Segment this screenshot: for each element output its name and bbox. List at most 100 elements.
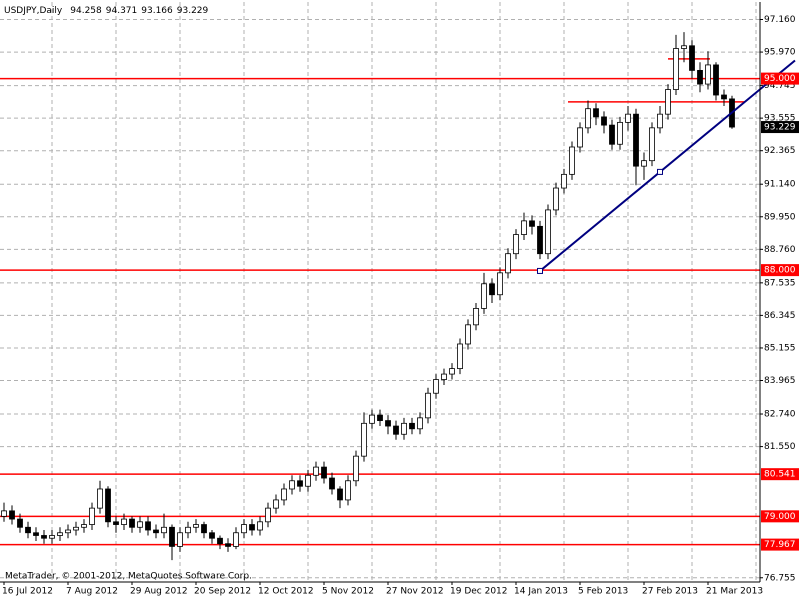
candle-body [241, 524, 247, 534]
candle-body [121, 518, 127, 525]
candle-body [377, 414, 383, 421]
level-label-box [761, 72, 799, 85]
candle-body [601, 116, 607, 126]
candle-body [593, 108, 599, 118]
candle-body [529, 220, 535, 227]
candle-body [265, 507, 271, 523]
y-tick-label: 92.365 [764, 146, 796, 156]
x-tick-label: 16 Jul 2012 [2, 587, 53, 597]
y-tick-label: 88.760 [764, 245, 796, 255]
candle-body [449, 368, 455, 375]
candle-body [569, 146, 575, 175]
candle-body [41, 535, 47, 539]
candle-body [489, 283, 495, 296]
candle-body [9, 510, 15, 520]
candle-body [177, 532, 183, 547]
level-label-box [761, 468, 799, 481]
x-tick-label: 20 Sep 2012 [194, 587, 251, 597]
candle-body [161, 526, 167, 534]
candle-body [97, 488, 103, 509]
candle-body [537, 225, 543, 255]
candle-body [457, 343, 463, 370]
high-value: 94.371 [106, 6, 138, 16]
candle-body [289, 480, 295, 490]
candle-body [297, 480, 303, 487]
y-tick-label: 89.950 [764, 212, 796, 222]
open-value: 94.258 [70, 6, 102, 16]
candle-body [585, 108, 591, 129]
candle-body [649, 127, 655, 162]
y-tick-label: 93.555 [764, 114, 796, 124]
candle-body [89, 507, 95, 525]
candle-body [641, 160, 647, 167]
y-tick-label: 82.740 [764, 410, 796, 420]
x-tick-label: 27 Nov 2012 [386, 587, 444, 597]
candle-body [201, 524, 207, 534]
candle-body [441, 373, 447, 380]
candle-body [721, 94, 727, 100]
candle-body [105, 488, 111, 523]
candle-body [321, 466, 327, 479]
level-label: 88.000 [764, 266, 796, 276]
candle-body [281, 488, 287, 501]
candle-body [169, 526, 175, 547]
x-tick-label: 19 Dec 2012 [450, 587, 508, 597]
footer: MetaTrader, © 2001-2012, MetaQuotes Soft… [5, 572, 252, 582]
x-tick-label: 14 Jan 2013 [514, 587, 568, 597]
candle-body [553, 187, 559, 211]
candle-body [73, 526, 79, 531]
price-label: 93.229 [764, 123, 796, 133]
y-tick-label: 83.965 [764, 376, 796, 386]
candle-body [665, 89, 671, 115]
candle-body [705, 64, 711, 85]
x-tick-label: 7 Aug 2012 [66, 587, 118, 597]
candle-body [393, 425, 399, 435]
candle-body [249, 524, 255, 531]
candle-body [473, 308, 479, 326]
x-tick-label: 29 Aug 2012 [130, 587, 188, 597]
candle-body [513, 234, 519, 255]
x-tick-label: 12 Oct 2012 [258, 587, 314, 597]
candle-body [481, 283, 487, 309]
candle-body [673, 48, 679, 90]
candle-body [113, 521, 119, 525]
candle-body [425, 392, 431, 419]
level-label-box [761, 538, 799, 551]
candle-body [369, 414, 375, 424]
x-tick-label: 21 Mar 2013 [706, 587, 763, 597]
candle-body [633, 113, 639, 167]
level-label: 79.000 [764, 512, 796, 522]
level-label-box [761, 264, 799, 277]
candle-body [561, 173, 567, 189]
candle-body [521, 220, 527, 235]
close-value: 93.229 [177, 6, 209, 16]
candle-body [353, 455, 359, 482]
y-tick-label: 95.970 [764, 48, 796, 58]
y-tick-label: 91.140 [764, 180, 796, 190]
price-label-box [761, 121, 799, 134]
candle-body [401, 422, 407, 435]
candle-body [417, 417, 423, 430]
y-tick-label: 87.535 [764, 278, 796, 288]
candle-body [81, 524, 87, 528]
level-label: 80.541 [764, 470, 796, 480]
x-tick-label: 5 Nov 2012 [322, 587, 374, 597]
y-tick-label: 81.550 [764, 442, 796, 452]
candle-body [233, 532, 239, 547]
candle-body [697, 69, 703, 85]
level-label-box [761, 510, 799, 523]
candle-body [305, 474, 311, 487]
level-label: 77.967 [764, 540, 796, 550]
candle-body [209, 532, 215, 539]
candle-body [329, 477, 335, 490]
candle-body [625, 113, 631, 123]
candle-body [465, 324, 471, 345]
candle-body [145, 521, 151, 531]
candle-body [681, 45, 687, 49]
candle-body [217, 537, 223, 545]
low-value: 93.166 [141, 6, 173, 16]
candle-body [185, 526, 191, 534]
